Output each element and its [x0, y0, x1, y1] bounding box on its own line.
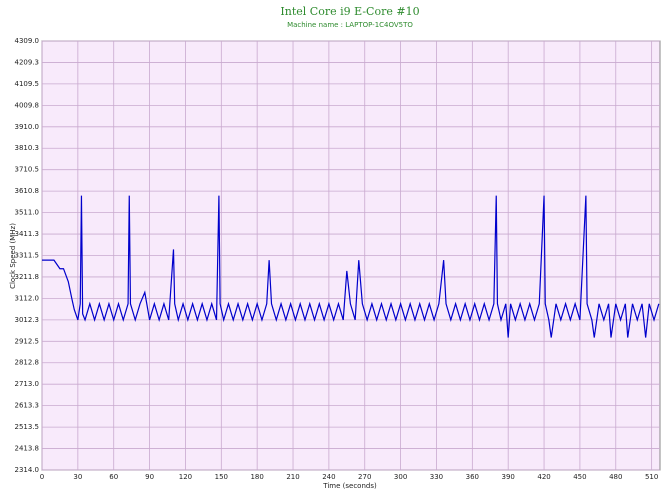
x-tick-label: 330: [430, 473, 443, 481]
x-tick-label: 150: [215, 473, 228, 481]
y-tick-label: 3810.3: [15, 144, 40, 152]
y-tick-label: 3411.3: [15, 230, 40, 238]
x-tick-label: 0: [40, 473, 44, 481]
x-tick-label: 240: [322, 473, 335, 481]
x-tick-label: 30: [73, 473, 82, 481]
x-tick-label: 510: [645, 473, 658, 481]
x-tick-label: 300: [394, 473, 407, 481]
x-tick-label: 90: [145, 473, 154, 481]
y-tick-label: 2812.8: [15, 359, 40, 367]
x-tick-label: 420: [537, 473, 550, 481]
x-axis-title: Time (seconds): [322, 482, 377, 490]
y-tick-label: 2912.5: [15, 337, 40, 345]
chart-subtitle: Machine name : LAPTOP-1C4OV5TO: [287, 21, 413, 29]
x-tick-label: 120: [179, 473, 192, 481]
x-tick-label: 210: [286, 473, 299, 481]
y-tick-label: 3610.8: [15, 187, 40, 195]
y-tick-label: 2413.8: [15, 445, 40, 453]
x-tick-label: 270: [358, 473, 371, 481]
y-tick-label: 2513.5: [15, 423, 40, 431]
x-tick-label: 360: [466, 473, 479, 481]
x-tick-label: 390: [502, 473, 515, 481]
y-tick-label: 4009.8: [15, 101, 40, 109]
y-tick-label: 4309.0: [15, 37, 40, 45]
chart-title: Intel Core i9 E-Core #10: [280, 5, 419, 18]
y-tick-label: 3910.0: [15, 123, 40, 131]
y-tick-label: 3012.3: [15, 316, 40, 324]
y-tick-label: 3710.5: [15, 166, 40, 174]
x-tick-label: 60: [109, 473, 118, 481]
y-tick-label: 4209.3: [15, 58, 40, 66]
y-tick-label: 2314.0: [15, 466, 40, 474]
y-tick-label: 3511.0: [15, 209, 40, 217]
x-tick-label: 180: [250, 473, 263, 481]
y-tick-label: 4109.5: [15, 80, 40, 88]
x-tick-label: 480: [609, 473, 622, 481]
y-tick-label: 3211.8: [15, 273, 40, 281]
y-tick-label: 3311.5: [15, 252, 40, 260]
data-line: [42, 195, 660, 338]
y-tick-label: 3112.0: [15, 294, 40, 302]
y-tick-label: 2713.0: [15, 380, 40, 388]
y-tick-label: 2613.3: [15, 402, 40, 410]
y-axis-title: Clock Speed (MHz): [9, 223, 17, 289]
x-tick-label: 450: [573, 473, 586, 481]
